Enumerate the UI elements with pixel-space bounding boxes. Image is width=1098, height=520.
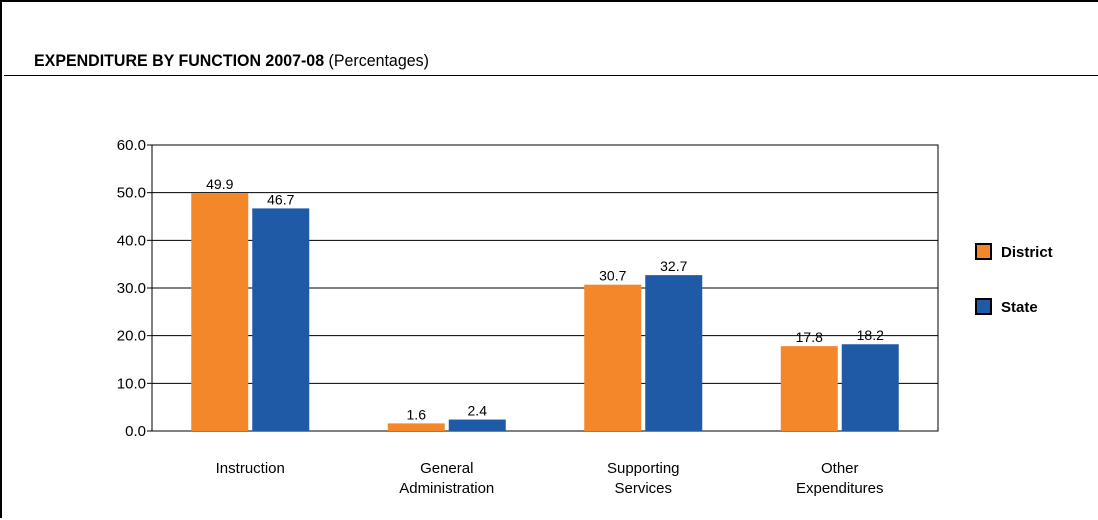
bar-district: [780, 346, 838, 431]
legend-swatch-district: [975, 243, 992, 260]
chart-title-sub: (Percentages): [328, 51, 429, 70]
chart-title-main: EXPENDITURE BY FUNCTION 2007-08: [34, 51, 325, 70]
y-tick-label: 50.0: [117, 185, 146, 202]
data-label: 30.7: [599, 268, 626, 284]
legend-label-state: State: [1001, 299, 1038, 316]
y-tick-label: 0.0: [125, 423, 146, 440]
data-label: 49.9: [206, 176, 233, 192]
bar-state: [252, 208, 310, 431]
x-category-label: Expenditures: [796, 480, 884, 497]
x-category-label: Services: [614, 480, 672, 497]
y-tick-label: 60.0: [117, 137, 146, 154]
data-label: 32.7: [660, 258, 687, 274]
y-tick-label: 10.0: [117, 375, 146, 392]
bar-state: [448, 419, 506, 431]
bar-district: [387, 423, 445, 431]
data-label: 18.2: [857, 327, 884, 343]
plot-area-border: [151, 144, 939, 432]
legend-swatch-state: [975, 298, 992, 315]
x-category-label: Other: [821, 460, 859, 477]
bar-state: [841, 344, 899, 431]
bar-district: [584, 284, 642, 431]
y-tick-label: 40.0: [117, 232, 146, 249]
data-label: 2.4: [468, 403, 488, 419]
x-category-label: Administration: [399, 480, 494, 497]
data-label: 1.6: [407, 406, 427, 422]
data-label: 17.8: [796, 329, 823, 345]
chart-title: EXPENDITURE BY FUNCTION 2007-08 (Percent…: [34, 51, 429, 71]
x-category-label: Supporting: [607, 460, 680, 477]
title-bar: EXPENDITURE BY FUNCTION 2007-08 (Percent…: [4, 40, 1098, 76]
legend-label-district: District: [1001, 244, 1053, 261]
y-tick-label: 20.0: [117, 328, 146, 345]
data-label: 46.7: [267, 191, 294, 207]
y-tick-label: 30.0: [117, 280, 146, 297]
bar-state: [645, 275, 703, 431]
x-category-label: General: [420, 460, 473, 477]
x-category-label: Instruction: [216, 460, 285, 477]
bar-district: [191, 193, 249, 431]
